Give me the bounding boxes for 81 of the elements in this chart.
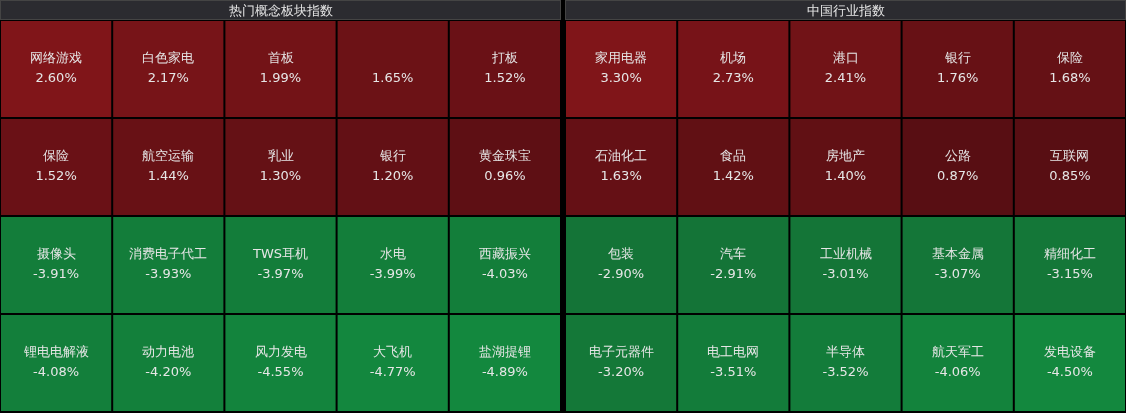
data-label: 1.20% <box>372 168 414 184</box>
data-label: -4.03% <box>481 266 528 282</box>
category-label: 网络游戏 <box>30 50 83 66</box>
data-label: 0.96% <box>484 168 526 184</box>
category-label: 包装 <box>608 246 635 262</box>
category-label: 石油化工 <box>595 148 648 164</box>
category-label: 西藏振兴 <box>478 246 531 262</box>
data-label: 1.65% <box>372 70 414 86</box>
category-label: 电子元器件 <box>588 344 654 360</box>
category-label: 摄像头 <box>36 246 76 262</box>
category-label: 大飞机 <box>373 344 413 360</box>
category-label: 房地产 <box>826 148 865 164</box>
data-label: -4.20% <box>145 364 192 380</box>
category-label: 锂电电解液 <box>22 344 89 360</box>
category-label: 汽车 <box>720 246 747 262</box>
category-label: 电工电网 <box>707 344 760 360</box>
data-label: -3.07% <box>934 266 981 282</box>
category-label: 乳业 <box>267 148 294 164</box>
category-label: 发电设备 <box>1043 344 1096 360</box>
category-label: 白色家电 <box>142 50 195 66</box>
data-label: -3.01% <box>822 266 869 282</box>
data-label: -4.06% <box>934 364 981 380</box>
data-label: 1.30% <box>259 168 302 184</box>
category-label: 保险 <box>1056 50 1083 66</box>
category-label: 公路 <box>944 148 971 164</box>
data-label: 2.73% <box>712 70 754 86</box>
category-label: 食品 <box>720 148 747 164</box>
category-label: 消费电子代工 <box>129 246 208 262</box>
data-label: 0.87% <box>937 168 979 184</box>
category-label: 保险 <box>43 148 70 164</box>
data-label: -4.89% <box>481 364 528 380</box>
data-label: 2.41% <box>824 70 867 86</box>
data-label: -3.15% <box>1046 266 1093 282</box>
data-label: -3.51% <box>710 364 757 380</box>
data-label: -4.08% <box>33 364 80 380</box>
category-label: 盐湖提锂 <box>478 344 531 360</box>
data-label: 1.44% <box>147 168 189 184</box>
category-label: 航空运输 <box>142 148 195 164</box>
category-label: 家用电器 <box>595 50 648 66</box>
category-label: 风力发电 <box>254 344 307 360</box>
category-label: 首板 <box>267 50 294 66</box>
data-label: 1.52% <box>484 70 526 86</box>
category-label: 半导体 <box>826 344 865 360</box>
data-label: 1.68% <box>1049 70 1091 86</box>
data-label: -3.99% <box>369 266 416 282</box>
data-label: 1.40% <box>824 168 867 184</box>
data-label: 2.60% <box>35 70 77 86</box>
category-label: 机场 <box>720 50 747 66</box>
category-label: TWS耳机 <box>251 246 309 262</box>
data-label: -4.77% <box>369 364 416 380</box>
text: 热门概念板块指数 <box>0 0 561 20</box>
data-label: 1.42% <box>712 168 754 184</box>
category-label: 基本金属 <box>931 246 984 262</box>
data-label: 1.99% <box>259 70 302 86</box>
data-label: -3.97% <box>257 266 304 282</box>
category-label: 航天军工 <box>931 344 984 360</box>
data-label: 3.30% <box>600 70 642 86</box>
category-label: 银行 <box>378 148 406 164</box>
category-label: 工业机械 <box>819 246 872 262</box>
category-label: 港口 <box>832 50 859 66</box>
category-label: 打板 <box>490 50 518 66</box>
data-label: 1.76% <box>937 70 979 86</box>
data-label: 0.85% <box>1049 168 1091 184</box>
data-label: 1.63% <box>600 168 642 184</box>
data-label: -3.93% <box>145 266 192 282</box>
category-label: 水电 <box>379 246 406 262</box>
data-label: -3.91% <box>33 266 80 282</box>
category-label: 银行 <box>943 50 971 66</box>
data-label: -4.50% <box>1046 364 1093 380</box>
data-label: 1.52% <box>35 168 77 184</box>
data-label: -3.20% <box>598 364 645 380</box>
category-label: 动力电池 <box>142 344 195 360</box>
data-label: -2.90% <box>598 266 645 282</box>
text: 中国行业指数 <box>565 0 1126 20</box>
category-label: 互联网 <box>1050 148 1090 164</box>
category-label: 黄金珠宝 <box>478 148 531 164</box>
category-label: 精细化工 <box>1043 246 1096 262</box>
data-label: 2.17% <box>147 70 189 86</box>
data-label: -2.91% <box>710 266 757 282</box>
data-label: -3.52% <box>822 364 869 380</box>
data-label: -4.55% <box>257 364 304 380</box>
